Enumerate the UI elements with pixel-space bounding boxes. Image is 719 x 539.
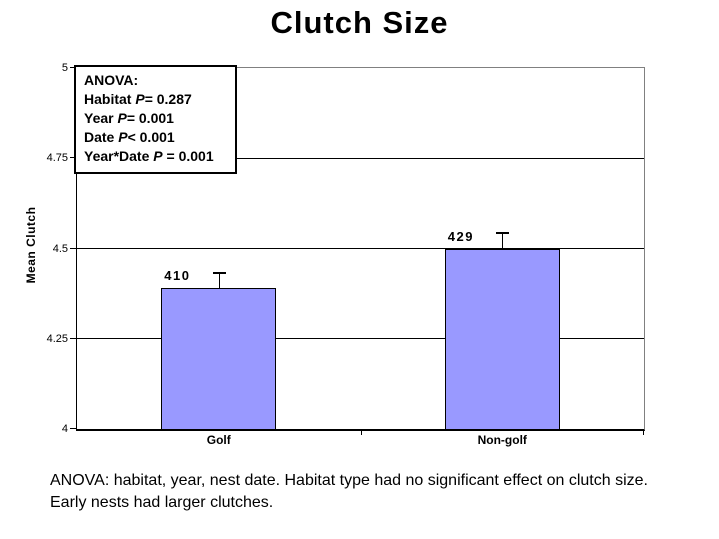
y-tick-label: 4.25: [46, 332, 68, 345]
y-tick-label: 4.5: [52, 242, 68, 255]
x-axis-tick: [643, 431, 644, 435]
anova-annotation-box: ANOVA: Habitat P= 0.287 Year P= 0.001 Da…: [74, 65, 237, 174]
y-axis-tick: [70, 337, 76, 339]
y-axis-tick: [70, 67, 76, 68]
y-axis-title: Mean Clutch: [24, 206, 38, 284]
y-axis-tick: [70, 247, 76, 249]
gridline: [77, 338, 644, 340]
x-category-label-non-golf: Non-golf: [477, 433, 527, 447]
plot-area: 4 4.25 4.5 4.75 5 410 Golf 429 Non-golf: [47, 62, 645, 447]
y-axis-tick: [70, 157, 76, 159]
anova-line: Year P= 0.001: [84, 110, 174, 126]
x-axis-tick: [360, 431, 362, 435]
caption-text: ANOVA: habitat, year, nest date. Habitat…: [50, 472, 648, 511]
bar-value-label: 429: [447, 228, 474, 244]
bar-non-golf: [444, 248, 560, 429]
anova-line: Date P< 0.001: [84, 129, 175, 145]
y-tick-label: 4: [61, 423, 68, 435]
anova-line: ANOVA:: [84, 72, 139, 88]
gridline: [77, 248, 644, 249]
chart-title: Clutch Size: [270, 5, 449, 40]
y-tick-label: 4.75: [46, 152, 68, 165]
error-bar-cap: [212, 271, 226, 274]
anova-line: Habitat P= 0.287: [84, 91, 192, 107]
error-bar-stem: [218, 273, 220, 289]
gridline: [77, 157, 644, 159]
x-category-label-golf: Golf: [206, 433, 231, 447]
anova-line: Year*Date P = 0.001: [84, 148, 214, 164]
error-bar-stem: [502, 234, 504, 249]
error-bar-cap: [496, 232, 510, 235]
bar-value-label: 410: [164, 268, 191, 284]
bar-golf: [161, 288, 277, 429]
y-axis-tick: [70, 428, 76, 429]
y-tick-label: 5: [61, 62, 68, 74]
